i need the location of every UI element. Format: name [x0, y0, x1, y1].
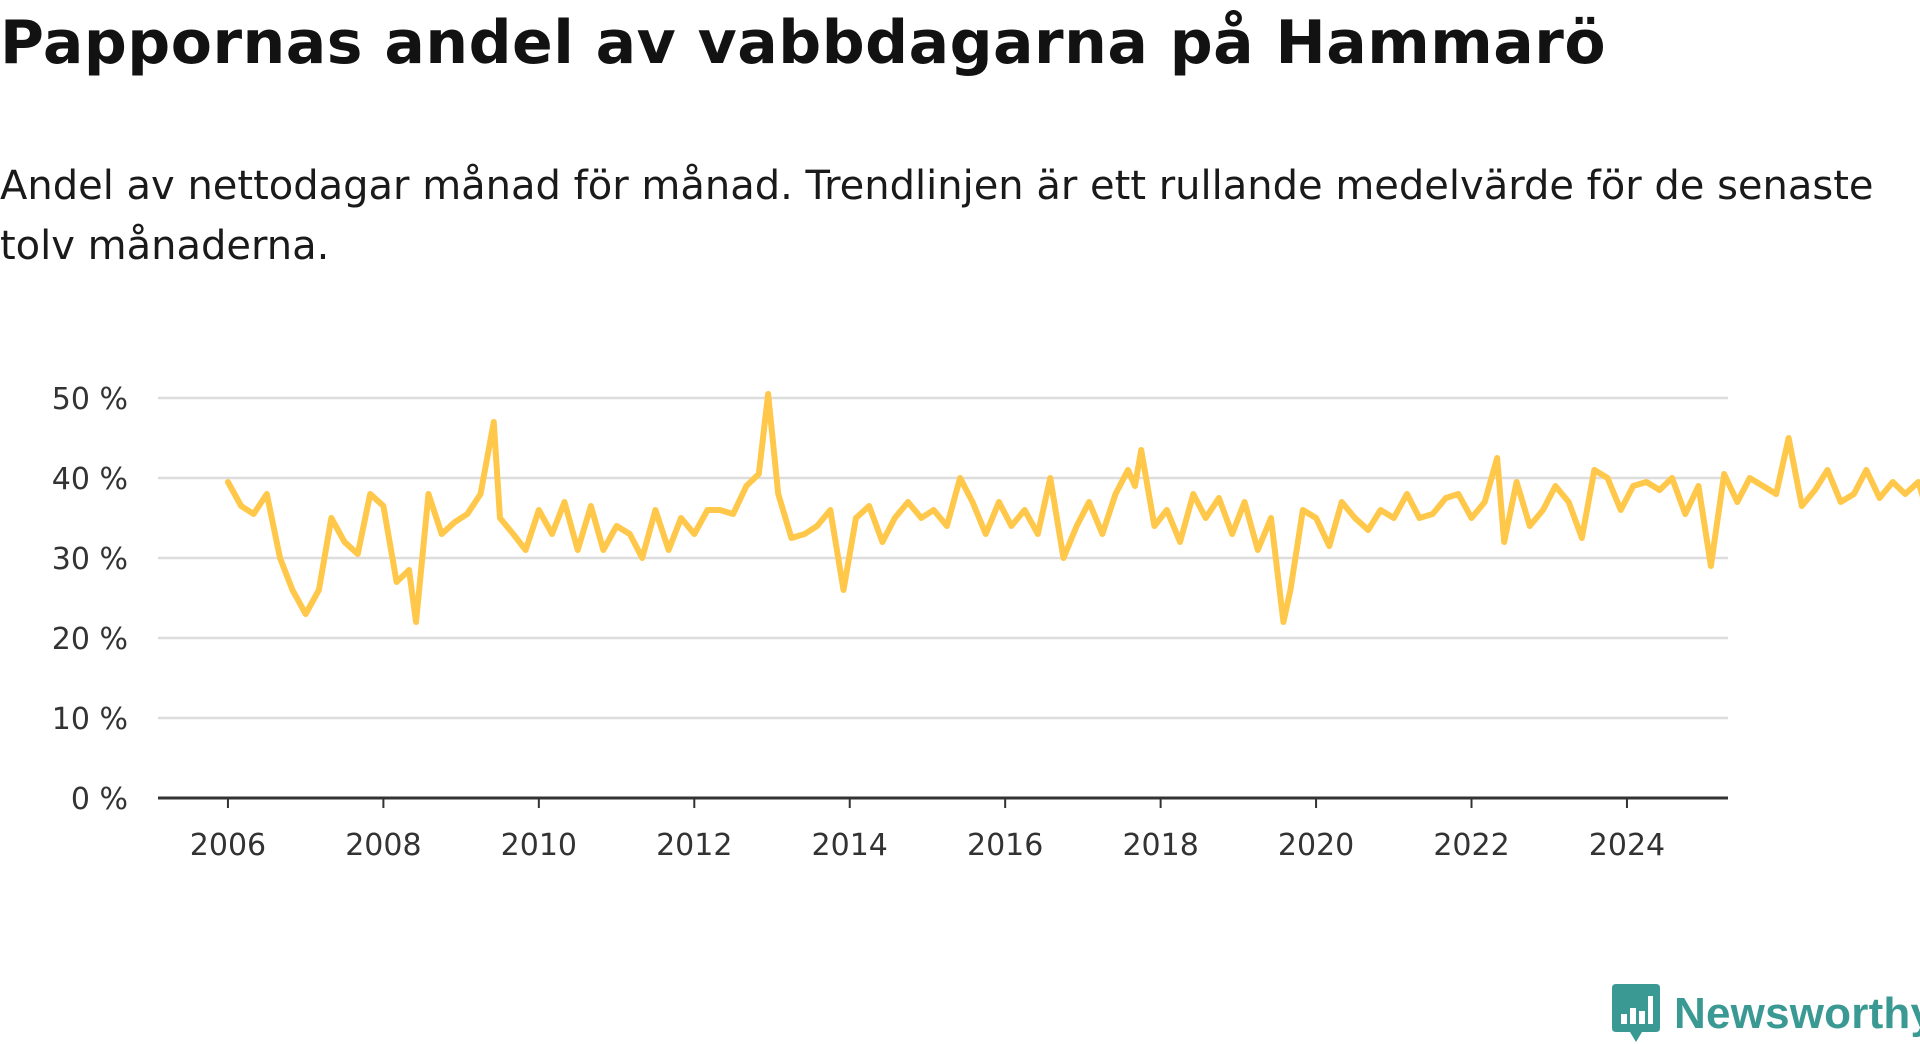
- x-tick-label: 2024: [1589, 828, 1665, 863]
- brand-name: Newsworthy: [1674, 989, 1920, 1038]
- y-tick-label: 20 %: [52, 622, 128, 657]
- series-line: [224, 391, 1920, 625]
- y-tick-label: 0 %: [71, 782, 128, 817]
- brand[interactable]: Newsworthy: [1612, 984, 1920, 1044]
- x-tick-label: 2012: [656, 828, 732, 863]
- y-tick-label: 30 %: [52, 542, 128, 577]
- x-tick-label: 2006: [190, 828, 266, 863]
- chart-title: Pappornas andel av vabbdagarna på Hammar…: [0, 8, 1607, 78]
- x-tick-label: 2022: [1433, 828, 1509, 863]
- x-tick-label: 2014: [812, 828, 888, 863]
- series-lines: [224, 391, 1920, 625]
- x-tick-label: 2008: [345, 828, 421, 863]
- y-tick-label: 50 %: [52, 382, 128, 417]
- chart-subtitle: Andel av nettodagar månad för månad. Tre…: [0, 163, 1874, 269]
- y-tick-label: 40 %: [52, 462, 128, 497]
- x-tick-label: 2016: [967, 828, 1043, 863]
- y-axis: 0 % 10 % 20 % 30 % 40 % 50 %: [52, 382, 128, 817]
- x-tick-label: 2018: [1122, 828, 1198, 863]
- x-axis: 2006 2008 2010 2012 2014 2016 2018 2020 2022 2024: [158, 796, 1728, 863]
- x-tick-label: 2020: [1278, 828, 1354, 863]
- x-tick-label: 2010: [501, 828, 577, 863]
- newsworthy-logo-icon: [1612, 984, 1660, 1042]
- y-tick-label: 10 %: [52, 702, 128, 737]
